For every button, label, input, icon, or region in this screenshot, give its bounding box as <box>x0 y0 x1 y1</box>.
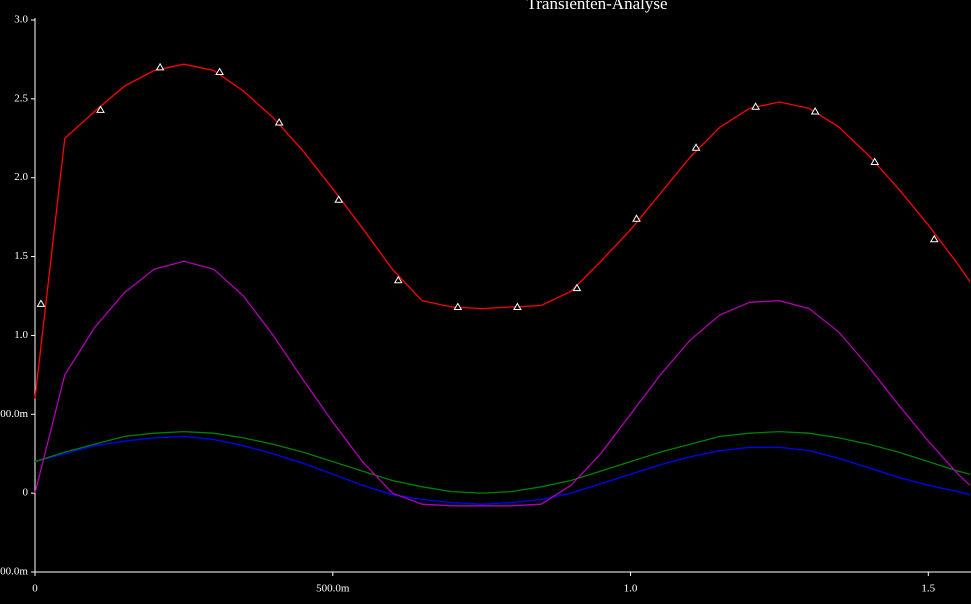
x-tick-label: 1.0 <box>624 583 638 595</box>
marker <box>453 302 463 311</box>
marker <box>215 67 224 76</box>
series-line <box>34 435 971 505</box>
series-line <box>34 63 971 399</box>
x-tick-label: 0 <box>32 583 38 595</box>
y-tick-label: 3.0 <box>14 14 28 26</box>
marker <box>810 106 820 115</box>
marker <box>870 157 880 165</box>
x-tick-label: 1.5 <box>921 583 935 595</box>
marker <box>274 118 284 126</box>
series-line <box>34 430 971 494</box>
y-tick-label: -500.0m <box>0 566 28 578</box>
marker <box>393 275 403 284</box>
series-line <box>34 260 971 507</box>
y-tick-label: 2.5 <box>14 92 28 104</box>
marker <box>929 234 939 243</box>
marker <box>751 102 760 110</box>
y-tick-label: 1.5 <box>14 250 28 262</box>
marker <box>155 62 165 71</box>
marker <box>572 283 582 292</box>
marker <box>513 302 522 311</box>
y-tick-label: 2.0 <box>14 171 28 183</box>
marker <box>632 214 641 222</box>
y-tick-label: 500.0m <box>0 408 28 420</box>
chart-title: Transienten-Analyse <box>526 0 667 13</box>
marker <box>96 105 105 113</box>
marker <box>36 299 46 307</box>
marker <box>334 195 344 203</box>
marker <box>691 143 701 151</box>
y-tick-label: 1.0 <box>14 329 28 341</box>
y-tick-label: 0 <box>23 487 29 499</box>
x-tick-label: 500.0m <box>316 583 350 595</box>
